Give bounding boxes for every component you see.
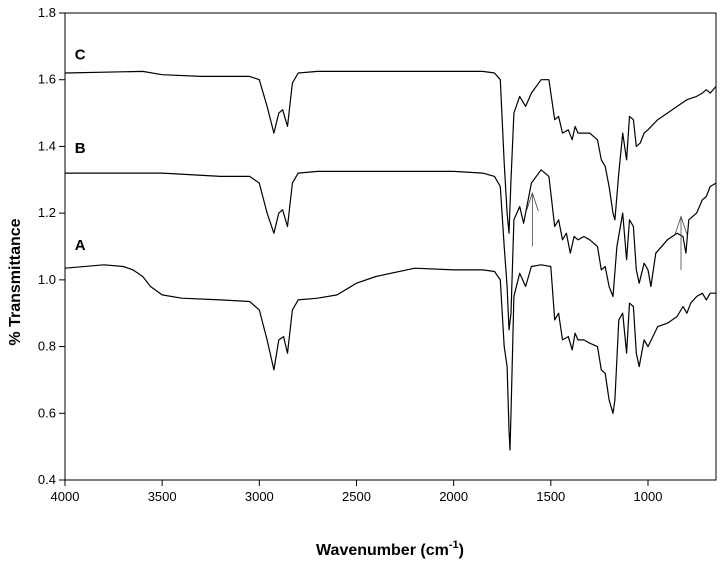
y-tick-label: 0.6 xyxy=(38,405,56,420)
y-axis-title: % Transmittance xyxy=(7,218,24,345)
x-tick-label: 2500 xyxy=(342,489,371,504)
series-label-c: C xyxy=(75,47,86,64)
y-tick-label: 0.8 xyxy=(38,339,56,354)
x-axis-title-close: ) xyxy=(459,542,464,559)
y-tick-label: 1.2 xyxy=(38,205,56,220)
series-label-b: B xyxy=(75,140,86,157)
x-tick-label: 2000 xyxy=(439,489,468,504)
x-axis-title-main: Wavenumber (cm xyxy=(316,542,449,559)
plot-frame xyxy=(64,12,717,481)
x-tick-label: 4000 xyxy=(51,489,80,504)
plot-area: A B C xyxy=(64,12,717,481)
series-layer xyxy=(64,70,717,451)
y-tick-label: 1.6 xyxy=(38,72,56,87)
arrow-830-head xyxy=(674,215,688,235)
x-tick-label: 3000 xyxy=(245,489,274,504)
x-tick-label: 1000 xyxy=(634,489,663,504)
y-tick-label: 0.4 xyxy=(38,472,56,487)
y-tick-label: 1.4 xyxy=(38,138,56,153)
series-line-c xyxy=(64,70,717,234)
x-tick-label: 3500 xyxy=(148,489,177,504)
x-tick-label: 1500 xyxy=(536,489,565,504)
annotation-arrows xyxy=(525,191,688,270)
x-axis-title: Wavenumber (cm-1) xyxy=(316,539,464,559)
y-tick-label: 1.0 xyxy=(38,272,56,287)
x-axis-title-superscript: -1 xyxy=(449,539,459,551)
series-label-a: A xyxy=(75,237,86,254)
series-line-a xyxy=(64,264,716,451)
arrow-1600-head xyxy=(525,191,539,212)
series-line-b xyxy=(65,169,717,331)
y-tick-label: 1.8 xyxy=(38,5,56,20)
y-axis: 0.4 0.6 0.8 1.0 1.2 1.4 1.6 1.8 xyxy=(38,5,65,487)
x-axis: 4000 3500 3000 2500 2000 1500 1000 xyxy=(51,480,663,504)
series-labels: A B C xyxy=(75,47,86,254)
